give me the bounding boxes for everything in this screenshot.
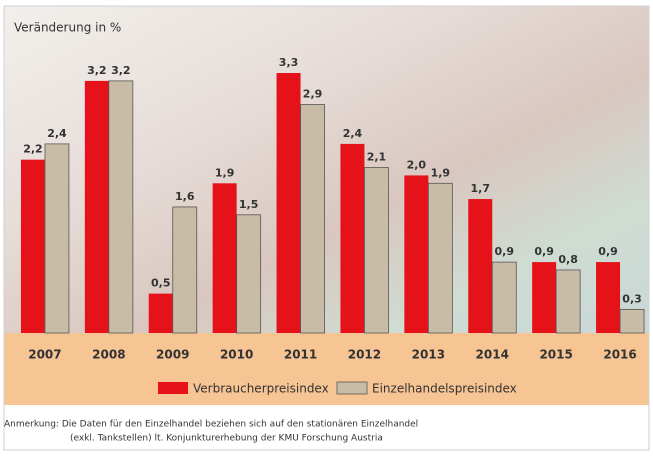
- chart-title: Veränderung in %: [14, 21, 121, 35]
- data-label: 1,9: [215, 166, 235, 179]
- data-label: 3,2: [111, 64, 131, 77]
- data-label: 0,5: [151, 277, 171, 290]
- data-label: 0,9: [495, 245, 515, 258]
- x-tick-label: 2011: [284, 348, 317, 362]
- bar: [109, 81, 133, 333]
- note: Anmerkung: Die Daten für den Einzelhande…: [4, 420, 418, 430]
- bar: [556, 270, 580, 333]
- bar: [45, 144, 69, 333]
- x-tick-label: 2016: [603, 348, 636, 362]
- x-tick-label: 2012: [348, 348, 381, 362]
- bar: [532, 262, 556, 333]
- bar: [340, 144, 364, 333]
- bar: [620, 309, 644, 333]
- bar: [596, 262, 620, 333]
- data-label: 3,3: [279, 56, 299, 69]
- bar: [404, 175, 428, 333]
- legend-label: Verbraucherpreisindex: [193, 382, 329, 396]
- data-label: 2,9: [303, 88, 323, 101]
- data-label: 1,9: [431, 166, 451, 179]
- bar: [21, 160, 45, 333]
- note: (exkl. Tankstellen) lt. Konjunkturerhebu…: [70, 434, 383, 444]
- bar: [277, 73, 301, 333]
- data-label: 1,6: [175, 190, 195, 203]
- bar: [468, 199, 492, 333]
- x-tick-label: 2010: [220, 348, 253, 362]
- data-label: 2,2: [23, 143, 43, 156]
- bar: [173, 207, 197, 333]
- data-label: 0,9: [598, 245, 618, 258]
- data-label: 0,8: [558, 253, 578, 266]
- x-tick-label: 2009: [156, 348, 189, 362]
- data-label: 0,9: [534, 245, 554, 258]
- data-label: 2,0: [407, 158, 427, 171]
- bar: [149, 294, 173, 333]
- data-label: 1,5: [239, 198, 259, 211]
- chart: Veränderung in % Anmerkung: Die Daten fü…: [0, 0, 653, 453]
- x-tick-label: 2013: [412, 348, 445, 362]
- legend-label: Einzelhandelspreisindex: [372, 382, 517, 396]
- bar: [364, 168, 388, 333]
- data-label: 3,2: [87, 64, 107, 77]
- bar: [301, 105, 325, 333]
- bar: [85, 81, 109, 333]
- data-label: 0,3: [622, 292, 642, 305]
- data-label: 2,4: [47, 127, 67, 140]
- x-tick-label: 2008: [92, 348, 125, 362]
- bar: [428, 183, 452, 333]
- legend-swatch: [337, 382, 367, 394]
- x-tick-label: 2007: [28, 348, 61, 362]
- x-tick-label: 2015: [539, 348, 572, 362]
- x-tick-label: 2014: [476, 348, 509, 362]
- bar: [213, 183, 237, 333]
- data-label: 1,7: [471, 182, 491, 195]
- bar: [237, 215, 261, 333]
- legend-swatch: [158, 382, 188, 394]
- bar: [492, 262, 516, 333]
- data-label: 2,4: [343, 127, 363, 140]
- data-label: 2,1: [367, 151, 387, 164]
